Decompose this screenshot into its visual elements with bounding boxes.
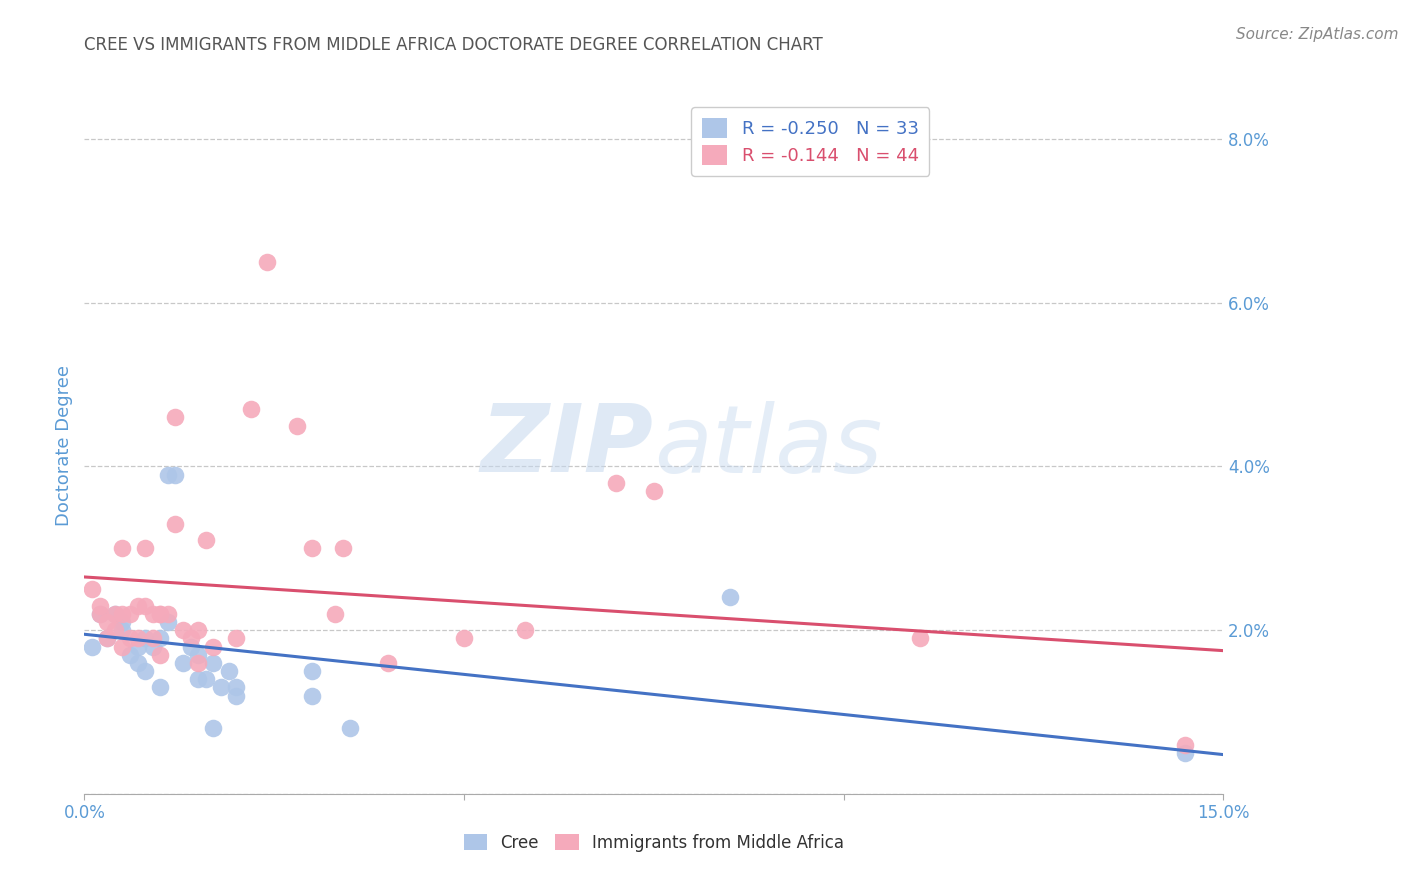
Point [172, 656, 194, 670]
Point [96, 615, 118, 629]
Point [111, 607, 134, 621]
Point [127, 599, 149, 613]
Y-axis label: Doctorate Degree: Doctorate Degree [55, 366, 73, 526]
Point [118, 648, 141, 662]
Point [127, 640, 149, 654]
Point [96, 632, 118, 646]
Point [301, 664, 323, 678]
Point [453, 632, 475, 646]
Point [149, 607, 172, 621]
Point [194, 533, 217, 548]
Text: CREE VS IMMIGRANTS FROM MIDDLE AFRICA DOCTORATE DEGREE CORRELATION CHART: CREE VS IMMIGRANTS FROM MIDDLE AFRICA DO… [84, 36, 823, 54]
Point [202, 656, 225, 670]
Legend: Cree, Immigrants from Middle Africa: Cree, Immigrants from Middle Africa [457, 827, 851, 859]
Point [225, 689, 247, 703]
Point [202, 722, 225, 736]
Point [209, 681, 232, 695]
Point [285, 418, 308, 433]
Point [180, 632, 202, 646]
Point [134, 541, 156, 556]
Point [111, 623, 134, 637]
Point [104, 623, 127, 637]
Point [149, 681, 172, 695]
Point [156, 607, 179, 621]
Point [111, 640, 134, 654]
Point [339, 722, 361, 736]
Point [96, 632, 118, 646]
Point [301, 689, 323, 703]
Point [187, 648, 209, 662]
Point [80, 640, 103, 654]
Point [134, 599, 156, 613]
Point [165, 467, 187, 482]
Point [377, 656, 399, 670]
Point [165, 516, 187, 531]
Point [165, 410, 187, 425]
Point [80, 582, 103, 597]
Point [118, 607, 141, 621]
Point [172, 623, 194, 637]
Point [187, 656, 209, 670]
Point [218, 664, 240, 678]
Point [149, 648, 172, 662]
Point [89, 599, 111, 613]
Point [323, 607, 346, 621]
Point [134, 632, 156, 646]
Point [256, 255, 278, 269]
Point [718, 591, 741, 605]
Text: atlas: atlas [654, 401, 882, 491]
Point [118, 632, 141, 646]
Point [111, 615, 134, 629]
Point [643, 483, 665, 498]
Point [111, 541, 134, 556]
Point [225, 681, 247, 695]
Point [149, 632, 172, 646]
Point [332, 541, 354, 556]
Point [89, 607, 111, 621]
Point [127, 656, 149, 670]
Point [127, 632, 149, 646]
Point [225, 632, 247, 646]
Point [240, 402, 263, 417]
Point [180, 640, 202, 654]
Point [142, 640, 165, 654]
Point [605, 475, 627, 490]
Point [1174, 738, 1197, 752]
Point [104, 607, 127, 621]
Point [156, 467, 179, 482]
Point [187, 673, 209, 687]
Point [194, 673, 217, 687]
Point [1174, 746, 1197, 760]
Point [134, 664, 156, 678]
Text: Source: ZipAtlas.com: Source: ZipAtlas.com [1236, 27, 1399, 42]
Point [202, 640, 225, 654]
Point [104, 607, 127, 621]
Point [301, 541, 323, 556]
Point [908, 632, 931, 646]
Text: ZIP: ZIP [481, 400, 654, 492]
Point [187, 623, 209, 637]
Point [149, 607, 172, 621]
Point [89, 607, 111, 621]
Point [142, 632, 165, 646]
Point [513, 623, 536, 637]
Point [156, 615, 179, 629]
Point [142, 607, 165, 621]
